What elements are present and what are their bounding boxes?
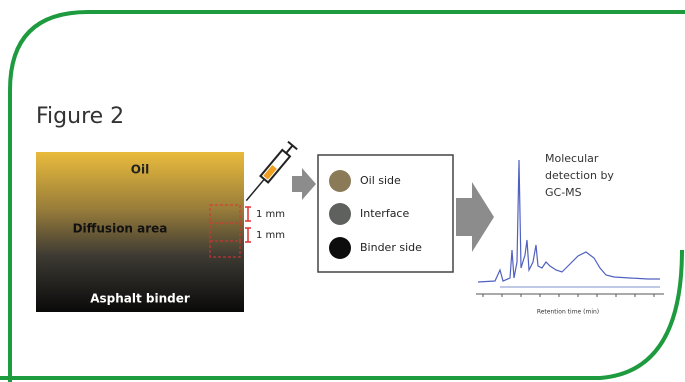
scale-label: 1 mm: [256, 209, 285, 220]
detection-text: detection by: [545, 169, 614, 182]
legend-swatch: [329, 170, 351, 192]
detection-text: GC-MS: [545, 186, 582, 199]
figure: Figure 2 Oil Diffusion area Asphalt bind…: [0, 0, 685, 382]
legend-label: Interface: [360, 207, 409, 220]
legend-swatch: [329, 203, 351, 225]
legend-label: Oil side: [360, 174, 401, 187]
oil-label: Oil: [131, 163, 149, 177]
legend-swatch: [329, 237, 351, 259]
x-axis-label: Retention time (min): [537, 309, 599, 316]
scale-bars: [245, 207, 251, 242]
detection-text: Molecular: [545, 152, 599, 165]
syringe: [242, 142, 297, 205]
binder-label: Asphalt binder: [90, 292, 190, 306]
figure-title: Figure 2: [36, 104, 124, 129]
diffusion-label: Diffusion area: [73, 222, 168, 236]
chromatogram: Retention time (min): [476, 160, 664, 316]
arrow: [292, 168, 316, 200]
scale-label: 1 mm: [256, 230, 285, 241]
legend-label: Binder side: [360, 241, 422, 254]
arrow: [456, 182, 494, 252]
